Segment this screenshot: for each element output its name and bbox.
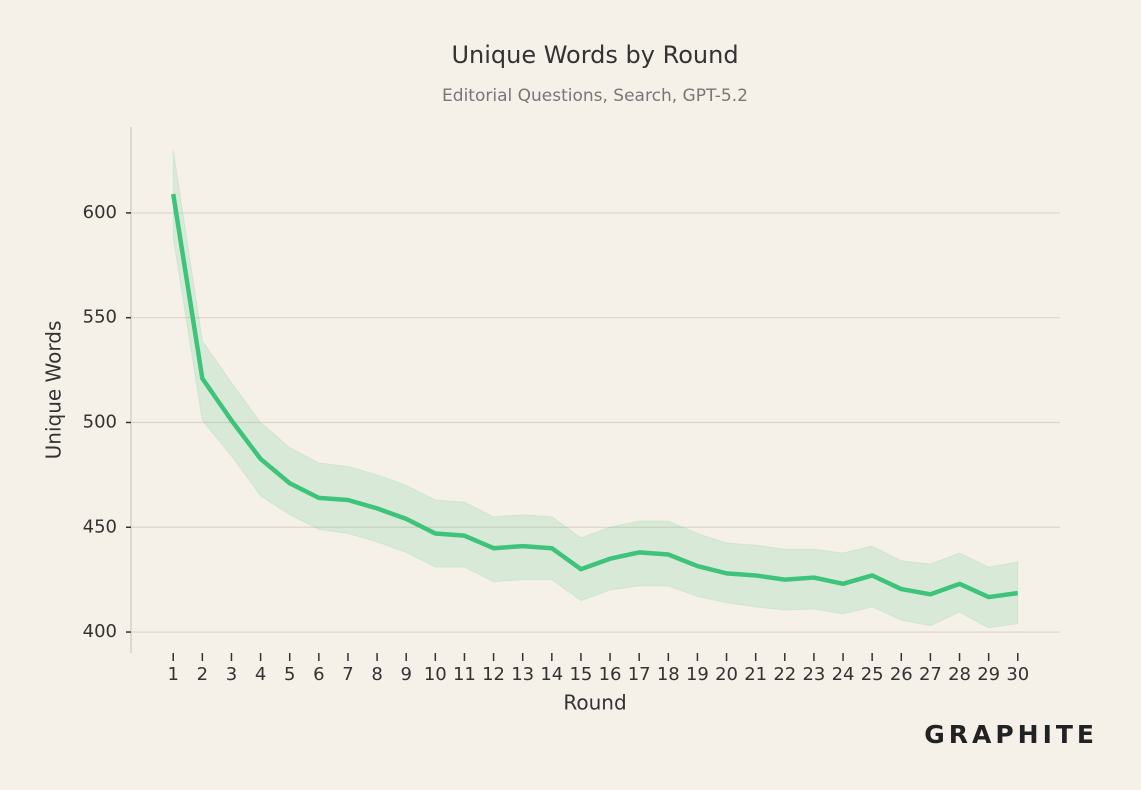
x-tick-label: 16 <box>599 664 622 685</box>
y-axis-label: Unique Words <box>42 321 66 460</box>
x-tick-label: 3 <box>226 664 237 685</box>
confidence-band <box>172 149 1019 629</box>
x-tick-label: 19 <box>686 664 709 685</box>
x-tick-label: 13 <box>511 664 534 685</box>
x-tick-label: 5 <box>284 664 295 685</box>
y-tick-label: 500 <box>83 411 117 432</box>
x-tick-label: 14 <box>540 664 563 685</box>
x-tick-label: 18 <box>657 664 680 685</box>
x-tick-label: 28 <box>948 664 971 685</box>
x-tick-label: 4 <box>255 664 266 685</box>
chart-subtitle: Editorial Questions, Search, GPT-5.2 <box>442 86 748 106</box>
x-tick-label: 29 <box>977 664 1000 685</box>
x-tick-label: 30 <box>1006 664 1029 685</box>
x-tick-label: 21 <box>744 664 767 685</box>
x-tick-label: 25 <box>861 664 884 685</box>
x-tick-label: 26 <box>890 664 913 685</box>
x-tick-label: 2 <box>197 664 208 685</box>
x-tick-label: 24 <box>832 664 855 685</box>
chart-title: Unique Words by Round <box>451 41 738 69</box>
x-tick-label: 8 <box>371 664 382 685</box>
x-tick-label: 9 <box>400 664 411 685</box>
x-tick-label: 20 <box>715 664 738 685</box>
x-tick-label: 7 <box>342 664 353 685</box>
x-tick-label: 11 <box>453 664 476 685</box>
y-tick-label: 450 <box>83 516 117 537</box>
y-tick-label: 600 <box>83 202 117 223</box>
x-tick-label: 27 <box>919 664 942 685</box>
data-line <box>171 193 1019 600</box>
brand-logo: GRAPHITE <box>924 720 1098 749</box>
y-tick-label: 400 <box>83 621 117 642</box>
x-tick-label: 6 <box>313 664 324 685</box>
x-tick-label: 17 <box>628 664 651 685</box>
x-tick-label: 15 <box>569 664 592 685</box>
x-axis-label: Round <box>563 691 626 715</box>
x-tick-label: 22 <box>773 664 796 685</box>
y-tick-label: 550 <box>83 307 117 328</box>
x-tick-label: 23 <box>802 664 825 685</box>
x-tick-label: 1 <box>168 664 179 685</box>
x-tick-label: 10 <box>424 664 447 685</box>
x-tick-label: 12 <box>482 664 505 685</box>
